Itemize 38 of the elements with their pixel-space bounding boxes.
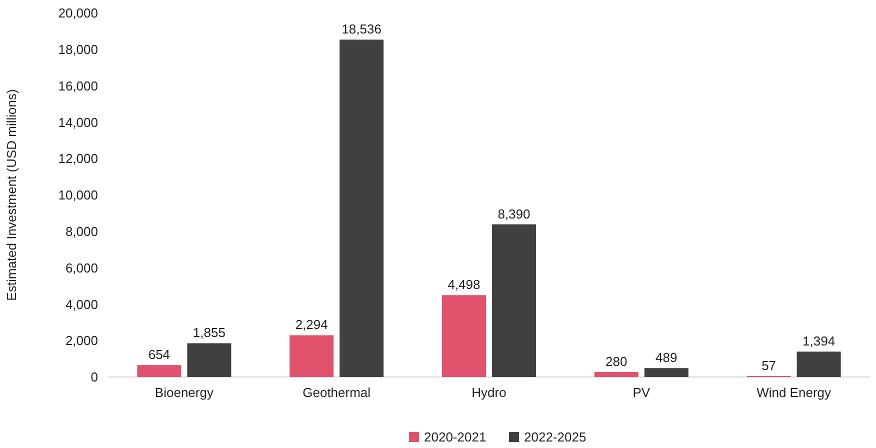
bar xyxy=(492,224,536,377)
data-label: 2,294 xyxy=(295,317,328,332)
x-tick-label: PV xyxy=(632,385,650,400)
x-tick-label: Hydro xyxy=(472,385,506,400)
y-tick-label: 14,000 xyxy=(58,114,98,130)
bar xyxy=(187,343,232,377)
data-label: 4,498 xyxy=(448,277,480,292)
data-label: 18,536 xyxy=(342,22,382,37)
data-label: 8,390 xyxy=(498,206,530,222)
bar xyxy=(796,352,841,377)
data-label: 1,394 xyxy=(802,334,836,349)
x-tick-label: Geothermal xyxy=(302,385,371,400)
y-tick-label: 6,000 xyxy=(65,260,98,276)
y-tick-label: 10,000 xyxy=(58,188,98,203)
data-label: 489 xyxy=(656,350,678,366)
y-tick-label: 16,000 xyxy=(58,78,98,94)
legend-label: 2020-2021 xyxy=(424,430,486,445)
y-tick-label: 18,000 xyxy=(58,42,98,57)
x-tick-label: Bioenergy xyxy=(154,385,214,400)
x-tick-label: Wind Energy xyxy=(756,385,832,400)
data-label: 1,855 xyxy=(192,325,226,340)
data-label: 280 xyxy=(606,354,628,369)
bar xyxy=(137,365,182,377)
y-tick-label: 0 xyxy=(90,370,98,385)
data-label: 654 xyxy=(148,347,170,362)
y-axis-title: Estimated Investment (USD millions) xyxy=(4,89,19,301)
legend-label: 2022-2025 xyxy=(524,430,586,445)
y-tick-label: 8,000 xyxy=(65,224,98,239)
y-tick-label: 12,000 xyxy=(58,151,98,166)
bar xyxy=(340,40,384,377)
bar xyxy=(442,295,486,377)
y-tick-label: 4,000 xyxy=(65,296,98,312)
bar xyxy=(594,372,638,377)
y-tick-label: 2,000 xyxy=(65,333,98,348)
data-label: 57 xyxy=(762,358,776,373)
bar xyxy=(290,335,334,377)
bar xyxy=(644,368,688,377)
y-tick-label: 20,000 xyxy=(58,6,98,21)
